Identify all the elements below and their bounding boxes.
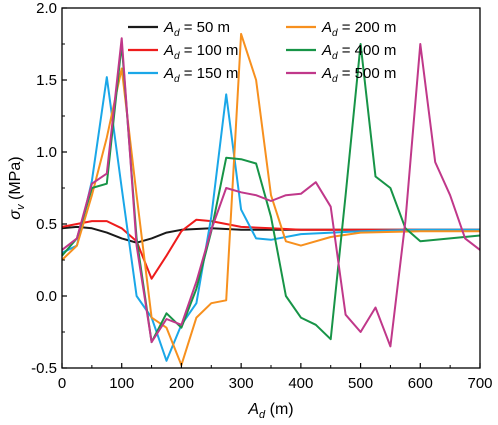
y-tick-label: 1.5 [36, 72, 57, 89]
x-tick-label: 600 [408, 375, 433, 392]
x-tick-label: 400 [288, 375, 313, 392]
legend-label-1: Ad = 50 m [163, 19, 230, 39]
legend-label-5: Ad = 400 m [321, 42, 396, 62]
x-tick-label: 200 [169, 375, 194, 392]
x-tick-label: 500 [348, 375, 373, 392]
y-tick-label: -0.5 [31, 360, 57, 377]
tick-layer: 0 100 200 300 400 500 600 700 -0.5 0.0 0.5 1.0 1.5 2.… [31, 0, 492, 392]
y-tick-label: 2.0 [36, 0, 57, 17]
x-tick-label: 100 [109, 375, 134, 392]
series-layer [61, 32, 481, 367]
x-axis-title-main: A [247, 401, 259, 418]
y-tick-label: 0.0 [36, 288, 57, 305]
legend-label-4: Ad = 200 m [321, 19, 396, 39]
x-axis-title: Ad (m) [247, 401, 293, 421]
y-axis-title-sub: v [15, 203, 27, 210]
y-axis-title-main: σ [7, 209, 24, 220]
x-axis-title-unit: (m) [265, 401, 293, 418]
x-tick-label: 0 [58, 375, 66, 392]
series-line-3 [61, 76, 480, 362]
legend-label-6: Ad = 500 m [321, 65, 396, 85]
x-tick-label: 300 [229, 375, 254, 392]
legend-label-2: Ad = 100 m [163, 42, 238, 62]
x-axis-title-sub: d [259, 409, 266, 421]
legend: Ad = 50 m Ad = 100 m Ad = 150 m Ad = 200 m A… [128, 19, 396, 85]
x-tick-label: 700 [467, 375, 492, 392]
y-axis-title-unit: (MPa) [7, 156, 24, 204]
legend-label-3: Ad = 150 m [163, 65, 238, 85]
y-axis-title: σv (MPa) [7, 156, 27, 219]
series-line-4 [61, 32, 480, 367]
y-tick-label: 1.0 [36, 144, 57, 161]
series-line-6 [61, 37, 481, 348]
y-tick-label: 0.5 [36, 216, 57, 233]
series-line-2 [61, 218, 480, 280]
